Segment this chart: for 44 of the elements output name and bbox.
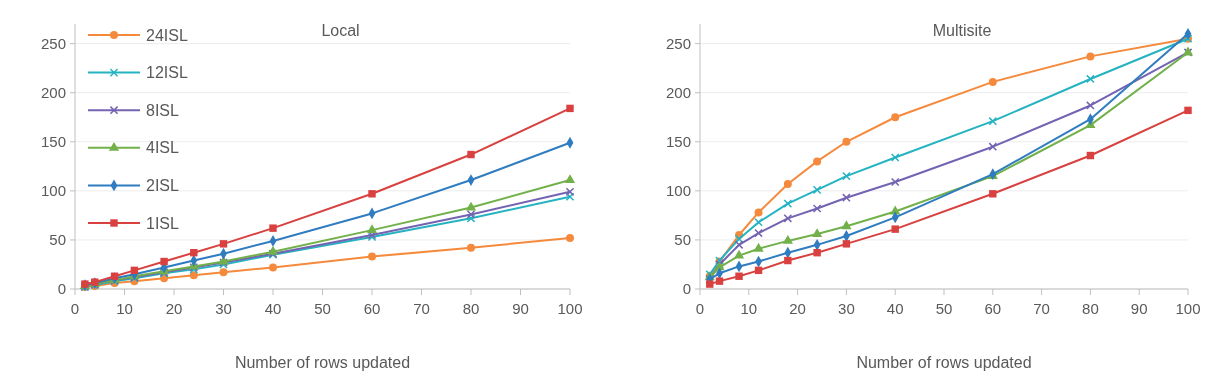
x-tick-label: 70 [1033,300,1050,317]
chart-title: Multisite [932,22,992,39]
legend-label: 24ISL [146,26,188,44]
legend-label: 8ISL [146,101,180,119]
x-tick-label: 80 [462,300,480,317]
x-tick-label: 50 [314,300,331,317]
x-tick-label: 10 [740,300,758,317]
legend-label: 1ISL [146,214,180,232]
y-tick-label: 250 [40,34,66,52]
x-tick-label: 20 [789,300,806,317]
y-tick-label: 50 [674,231,691,249]
y-tick-label: 150 [665,133,691,151]
x-tick-label: 20 [165,300,183,317]
x-tick-label: 100 [557,300,583,317]
x-tick-label: 90 [512,300,529,317]
x-tick-label: 30 [838,300,855,317]
x-tick-label: 40 [264,300,282,317]
y-tick-label: 50 [49,231,66,249]
y-tick-label: 100 [665,182,691,200]
legend-label: 12ISL [146,64,188,82]
x-tick-label: 60 [984,300,1002,317]
x-tick-label: 0 [70,300,80,317]
y-tick-label: 200 [665,83,691,101]
legend-label: 4ISL [146,139,180,157]
y-tick-label: 100 [40,182,66,200]
x-tick-label: 70 [413,300,430,317]
x-tick-label: 100 [1175,300,1201,317]
y-tick-label: 0 [57,280,66,298]
x-tick-label: 30 [215,300,232,317]
x-tick-label: 10 [116,300,133,317]
x-tick-label: 40 [886,300,904,317]
x-tick-label: 80 [1082,300,1099,317]
x-axis-title: Number of rows updated [234,354,411,371]
x-tick-label: 60 [363,300,381,317]
x-axis-title: Number of rows updated [856,354,1032,371]
y-tick-label: 150 [40,133,66,151]
x-tick-label: 0 [695,300,705,317]
y-tick-label: 200 [40,83,66,101]
legend-label: 2ISL [146,177,180,194]
y-tick-label: 0 [682,280,691,298]
x-tick-label: 90 [1130,300,1148,317]
y-tick-label: 250 [665,34,691,52]
chart-title: Local [321,22,360,39]
x-tick-label: 50 [935,300,953,317]
